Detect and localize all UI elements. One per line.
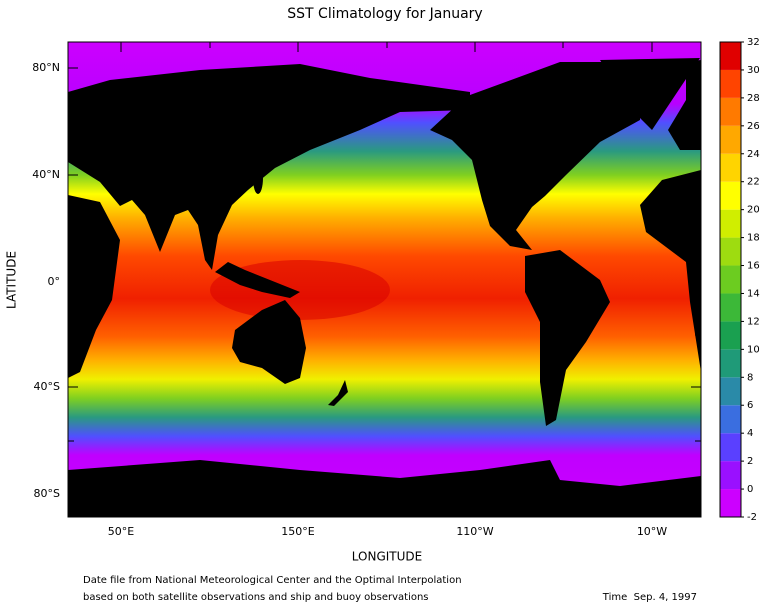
colorbar-swatch: [720, 461, 741, 490]
lat-tick-label: 40°S: [34, 380, 60, 393]
colorbar-swatch: [720, 125, 741, 154]
colorbar-swatch: [720, 42, 741, 70]
colorbar-tick-label: 0: [747, 484, 753, 495]
australia: [232, 300, 306, 384]
colorbar-swatch: [720, 181, 741, 210]
colorbar-tick-label: 4: [747, 428, 753, 439]
lon-tick-label: 10°W: [637, 525, 667, 538]
colorbar-tick-label: 20: [747, 205, 760, 216]
new-zealand: [328, 380, 348, 406]
lon-tick-label: 110°W: [456, 525, 493, 538]
colorbar-tick-label: -2: [747, 512, 757, 523]
colorbar-frame: [719, 41, 742, 518]
lat-tick-label: 80°S: [34, 487, 60, 500]
colorbar-swatch: [720, 293, 741, 322]
colorbar-swatch: [720, 237, 741, 266]
colorbar-swatch: [720, 265, 741, 294]
map-frame: [67, 41, 702, 518]
colorbar-swatch: [720, 433, 741, 462]
colorbar-swatch: [720, 349, 741, 378]
title: SST Climatology for January: [287, 6, 482, 22]
time-stamp: Time Sep. 4, 1997: [602, 592, 697, 603]
africa-west: [68, 195, 120, 378]
south-america: [525, 250, 610, 426]
y-axis-label: LATITUDE: [5, 251, 19, 309]
north-america: [430, 62, 640, 250]
africa-east: [640, 170, 701, 372]
colorbar-tick-label: 22: [747, 177, 760, 188]
colorbar-swatch: [720, 489, 741, 517]
europe: [668, 60, 701, 150]
colorbar-swatch: [720, 153, 741, 182]
map: [67, 41, 702, 518]
colorbar-tick-label: 18: [747, 233, 760, 244]
lat-tick-label: 0°: [48, 275, 61, 288]
indonesia: [215, 262, 300, 298]
greenland: [600, 58, 700, 130]
colorbar-tick-label: 28: [747, 93, 760, 104]
colorbar-tick-label: 10: [747, 344, 760, 355]
colorbar-swatch: [720, 377, 741, 406]
source-line-1: Date file from National Meteorological C…: [83, 575, 462, 586]
colorbar-tick-label: 8: [747, 372, 753, 383]
lon-tick-label: 150°E: [281, 525, 314, 538]
colorbar-tick-label: 2: [747, 456, 753, 467]
colorbar-tick-label: 32: [747, 37, 760, 48]
colorbar-tick-label: 26: [747, 121, 760, 132]
colorbar-tick-label: 6: [747, 400, 753, 411]
x-axis-label: LONGITUDE: [352, 550, 422, 564]
source-line-2: based on both satellite observations and…: [83, 592, 429, 603]
colorbar-tick-label: 16: [747, 261, 760, 272]
colorbar-swatch: [720, 209, 741, 238]
colorbar-swatch: [720, 321, 741, 350]
colorbar-tick-label: 30: [747, 65, 760, 76]
lat-tick-label: 80°N: [32, 61, 60, 74]
colorbar-tick-label: 12: [747, 316, 760, 327]
colorbar-swatch: [720, 69, 741, 98]
lon-tick-label: 50°E: [108, 525, 134, 538]
colorbar-tick-label: 14: [747, 288, 760, 299]
colorbar-tick-label: 24: [747, 149, 760, 160]
antarctica: [68, 460, 701, 517]
lat-tick-label: 40°N: [32, 168, 60, 181]
eurasia: [68, 64, 470, 270]
colorbar-swatch: [720, 405, 741, 434]
axes: LONGITUDE LATITUDE 80°N 40°N 0° 40°S 80°S 50°…: [5, 42, 701, 564]
colorbar-swatch: [720, 97, 741, 126]
japan: [253, 162, 263, 194]
